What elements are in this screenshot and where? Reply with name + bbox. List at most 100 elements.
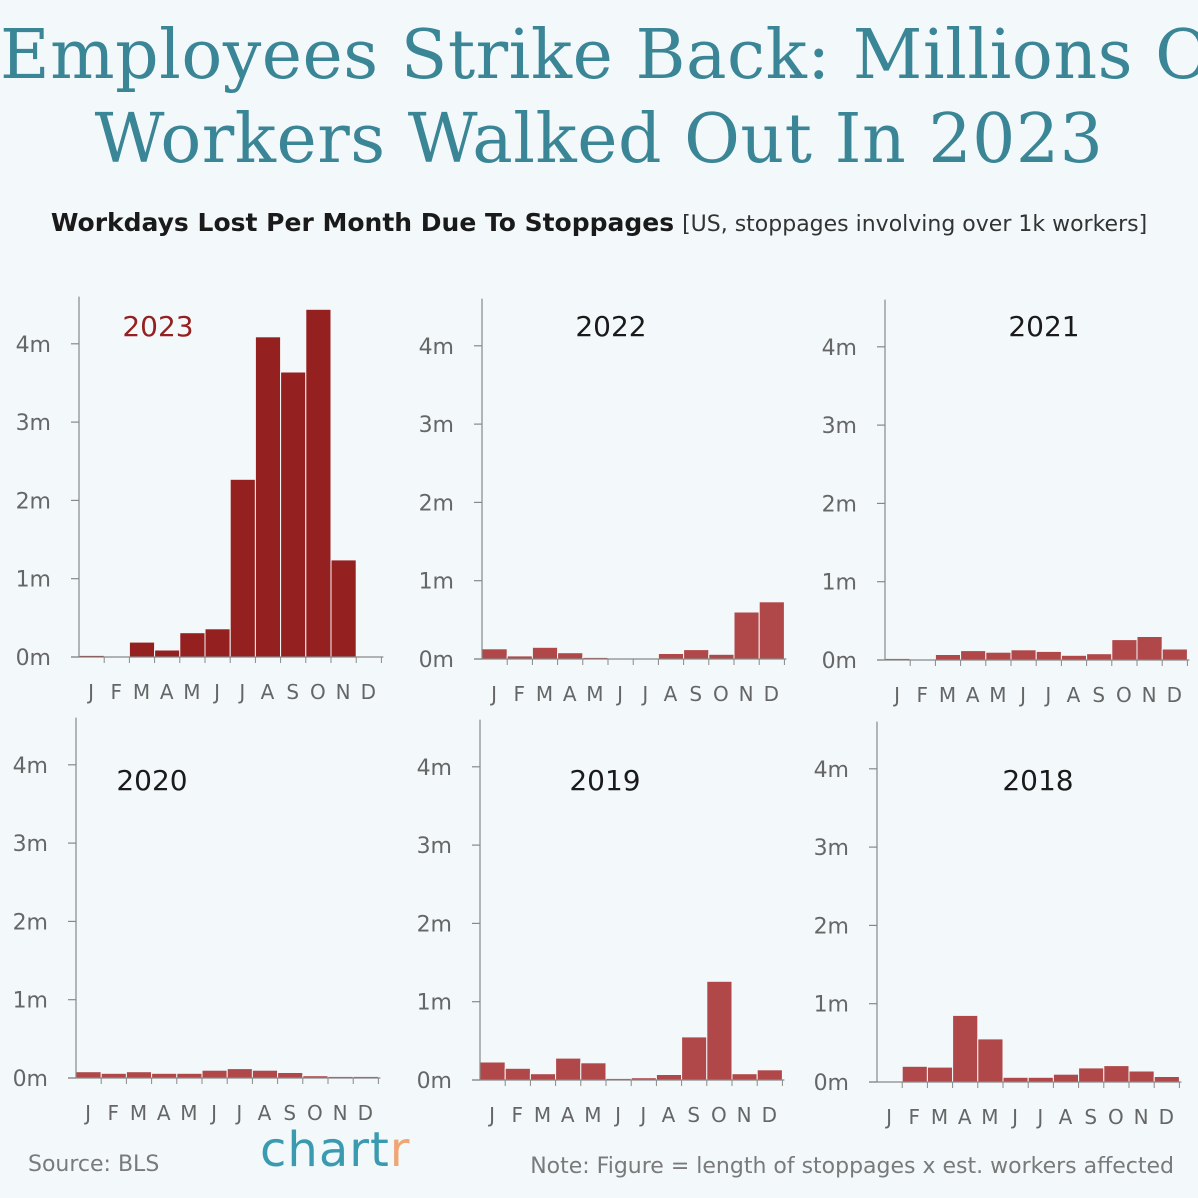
bar-2019-11 [731, 1073, 758, 1081]
y-tick-label-2022-3: 3m [419, 413, 454, 438]
x-tick-label-2022-2: M [536, 682, 554, 706]
bar-2021-12 [1161, 648, 1188, 661]
x-tick-label-2018-6: J [1035, 1105, 1044, 1129]
y-tick-label-2022-4: 4m [419, 335, 454, 360]
bar-2022-8 [657, 653, 685, 660]
bar-2021-3 [934, 654, 962, 661]
y-tick-label-2018-0: 0m [814, 1071, 849, 1096]
x-tick-label-2020-8: S [283, 1101, 297, 1125]
x-tick-label-2023-8: S [286, 680, 300, 704]
x-tick-label-2020-5: J [209, 1101, 218, 1125]
x-tick-label-2022-8: S [689, 682, 703, 706]
x-tick-label-2019-3: A [561, 1103, 576, 1127]
bar-2023-10 [305, 308, 332, 658]
panel-title-2022: 2022 [575, 310, 646, 343]
x-tick-label-2021-4: M [989, 683, 1007, 707]
y-tick-label-2019-2: 2m [417, 912, 452, 937]
title-line-2: Workers Walked Out In 2023 [94, 100, 1104, 179]
x-tick-label-2020-11: D [358, 1101, 374, 1125]
bar-2021-11 [1136, 636, 1163, 661]
y-tick-label-2022-1: 1m [419, 570, 454, 595]
bar-2020-4 [151, 1072, 178, 1079]
x-tick-label-2023-9: O [310, 680, 327, 704]
x-tick-label-2022-9: O [713, 682, 730, 706]
bar-2023-11 [330, 559, 357, 658]
x-tick-label-2018-1: F [909, 1105, 922, 1129]
x-tick-label-2023-6: J [237, 680, 246, 704]
y-tick-label-2020-1: 1m [13, 989, 48, 1014]
bar-2018-9 [1078, 1067, 1105, 1083]
bar-2021-8 [1060, 654, 1088, 661]
bar-2021-9 [1086, 653, 1113, 661]
bar-2022-11 [733, 611, 760, 660]
bar-2021-6 [1010, 649, 1037, 661]
x-tick-label-2018-9: O [1108, 1105, 1125, 1129]
x-tick-label-2022-10: N [739, 682, 755, 706]
y-tick-label-2021-2: 2m [822, 492, 857, 517]
x-tick-label-2020-3: A [157, 1101, 172, 1125]
bar-2021-5 [985, 651, 1012, 661]
y-tick-label-2018-1: 1m [814, 993, 849, 1018]
x-tick-label-2023-11: D [361, 680, 377, 704]
x-tick-label-2023-10: N [336, 680, 352, 704]
bar-2019-3 [529, 1073, 557, 1081]
x-tick-label-2020-1: F [108, 1101, 121, 1125]
x-tick-label-2020-10: N [333, 1101, 349, 1125]
bar-2023-4 [154, 649, 181, 658]
bar-2020-2 [100, 1072, 127, 1079]
y-tick-label-2020-4: 4m [13, 754, 48, 779]
subtitle-main: Workdays Lost Per Month Due To Stoppages [50, 208, 675, 237]
x-tick-label-2018-4: M [981, 1105, 999, 1129]
bar-2022-4 [557, 652, 584, 660]
y-tick-label-2022-2: 2m [419, 491, 454, 516]
x-tick-label-2019-7: A [662, 1103, 677, 1127]
bar-2023-5 [179, 632, 206, 658]
methodology-note: Note: Figure = length of stoppages x est… [530, 1154, 1174, 1179]
y-tick-label-2023-3: 3m [16, 411, 51, 436]
y-tick-label-2023-1: 1m [16, 568, 51, 593]
bar-2018-2 [901, 1065, 928, 1083]
y-tick-label-2021-3: 3m [822, 414, 857, 439]
y-tick-label-2023-2: 2m [16, 489, 51, 514]
x-tick-label-2022-1: F [514, 682, 527, 706]
bar-2018-12 [1153, 1076, 1180, 1083]
x-tick-label-2021-3: A [966, 683, 981, 707]
x-tick-label-2021-9: O [1116, 683, 1133, 707]
x-tick-label-2020-7: A [258, 1101, 273, 1125]
x-tick-label-2022-5: J [615, 682, 624, 706]
x-tick-label-2019-9: O [711, 1103, 728, 1127]
x-tick-label-2018-8: S [1084, 1105, 1098, 1129]
y-tick-label-2019-3: 3m [417, 834, 452, 859]
x-tick-label-2019-8: S [687, 1103, 701, 1127]
y-tick-label-2018-2: 2m [814, 914, 849, 939]
panel-title-2023: 2023 [122, 310, 193, 343]
bar-2023-7 [229, 478, 256, 658]
x-tick-label-2022-7: A [664, 682, 679, 706]
subtitle-note: [US, stoppages involving over 1k workers… [682, 212, 1148, 237]
x-tick-label-2019-4: M [584, 1103, 602, 1127]
x-tick-label-2023-1: F [111, 680, 124, 704]
x-tick-label-2022-3: A [563, 682, 578, 706]
x-tick-label-2019-6: J [638, 1103, 647, 1127]
bar-2022-1 [481, 648, 508, 660]
bar-2018-5 [977, 1038, 1004, 1083]
y-tick-label-2019-0: 0m [417, 1069, 452, 1094]
x-tick-label-2021-0: J [892, 683, 901, 707]
y-tick-label-2019-1: 1m [417, 991, 452, 1016]
x-tick-label-2022-11: D [764, 682, 780, 706]
x-tick-label-2023-7: A [261, 680, 276, 704]
bar-2020-5 [176, 1072, 203, 1079]
logo-end: r [389, 1122, 411, 1178]
bar-2018-6 [1002, 1076, 1029, 1083]
bar-2021-10 [1111, 639, 1138, 661]
x-tick-label-2018-11: D [1159, 1105, 1175, 1129]
x-tick-label-2021-2: M [939, 683, 957, 707]
bar-2019-2 [504, 1067, 531, 1081]
x-tick-label-2022-6: J [640, 682, 649, 706]
x-tick-label-2021-10: N [1142, 683, 1158, 707]
y-tick-label-2022-0: 0m [419, 648, 454, 673]
x-tick-label-2021-6: J [1043, 683, 1052, 707]
y-tick-label-2020-0: 0m [13, 1067, 48, 1092]
bar-2019-10 [706, 980, 733, 1081]
